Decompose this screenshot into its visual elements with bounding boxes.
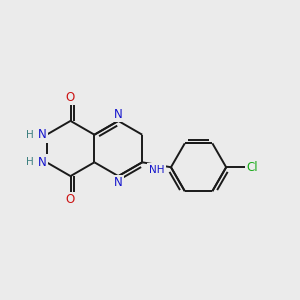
Text: H: H [26, 130, 33, 140]
Text: N: N [114, 108, 123, 121]
Text: H: H [26, 157, 33, 167]
Text: N: N [38, 156, 46, 169]
Text: Cl: Cl [247, 161, 259, 174]
Text: O: O [66, 193, 75, 206]
Text: NH: NH [149, 165, 164, 175]
Text: N: N [114, 176, 123, 189]
Text: O: O [66, 91, 75, 104]
Text: N: N [38, 128, 46, 141]
